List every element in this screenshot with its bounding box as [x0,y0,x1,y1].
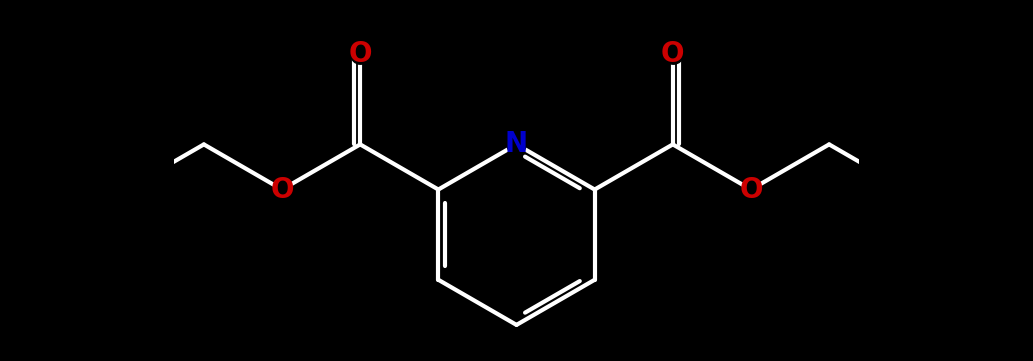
Text: N: N [505,130,528,158]
Text: O: O [348,40,372,68]
Text: O: O [740,175,762,204]
Text: O: O [661,40,685,68]
Text: O: O [271,175,293,204]
